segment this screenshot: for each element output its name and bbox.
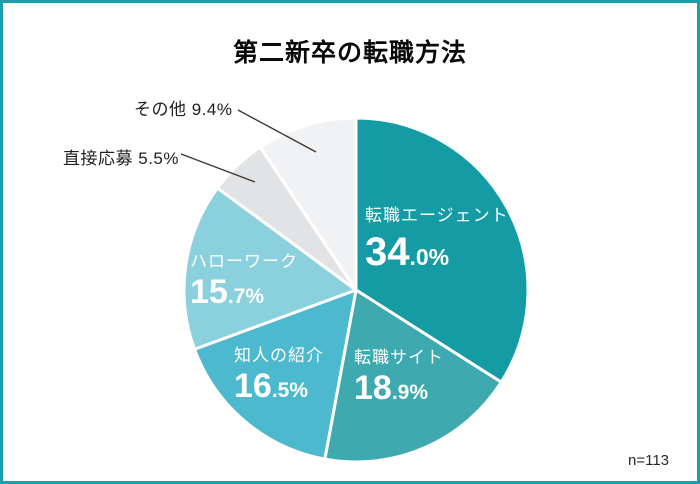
slice-label-referral: 知人の紹介 16.5% (234, 346, 324, 403)
slice-percent: 18.9% (354, 368, 429, 407)
slice-label-direct: 直接応募 5.5% (63, 144, 179, 169)
slice-label-site: 転職サイト 18.9% (354, 348, 444, 405)
slice-percent: 34.0% (365, 229, 450, 274)
slice-label-hellowork: ハローワーク 15.7% (190, 252, 298, 309)
pie-slice-3 (193, 288, 358, 461)
leader-line-other (237, 109, 317, 153)
slice-name: ハローワーク (190, 252, 298, 271)
leader-line-direct (180, 153, 256, 183)
slice-name: 転職サイト (354, 348, 444, 367)
slice-label-other: その他 9.4% (134, 95, 232, 120)
slice-name: その他 (134, 100, 187, 119)
sample-size-note: n=113 (627, 452, 669, 469)
slice-percent: 15.7% (190, 272, 265, 311)
slice-name: 直接応募 (63, 149, 133, 168)
pie-chart (180, 109, 530, 464)
pie-slice-2 (323, 288, 503, 464)
pie-slice-6 (258, 116, 358, 292)
slice-percent: 16.5% (234, 366, 309, 405)
slice-name: 知人の紹介 (234, 346, 324, 365)
slice-label-agent: 転職エージェント 34.0% (365, 206, 509, 272)
pie-slice-4 (182, 186, 358, 351)
slice-percent: 9.4% (191, 100, 233, 119)
chart-title: 第二新卒の転職方法 (232, 39, 467, 67)
slice-name: 転職エージェント (365, 206, 509, 225)
slice-percent: 5.5% (138, 149, 179, 168)
